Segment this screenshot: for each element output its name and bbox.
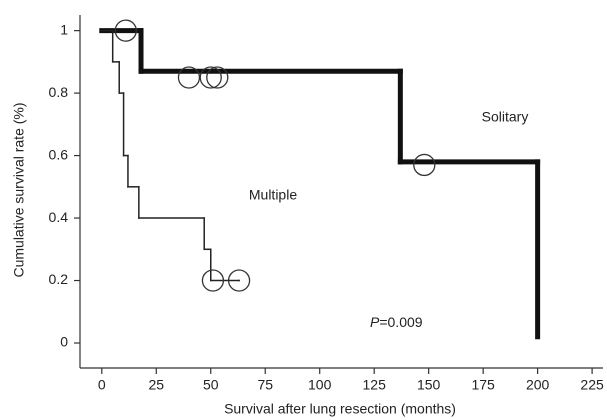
series-label: Multiple	[249, 187, 297, 203]
y-tick-label: 0.8	[49, 84, 69, 100]
censor-mark	[201, 269, 225, 292]
x-tick-label: 25	[148, 377, 164, 393]
y-tick-label: 1	[60, 21, 68, 37]
x-tick-label: 175	[471, 377, 495, 393]
x-tick-label: 200	[526, 377, 550, 393]
censor-mark	[199, 66, 222, 89]
censor-mark	[227, 269, 251, 292]
y-tick-label: 0.6	[49, 146, 69, 162]
x-tick-label: 225	[580, 377, 604, 393]
x-tick-label: 50	[203, 377, 219, 393]
censor-mark	[413, 153, 436, 177]
y-tick-label: 0.2	[49, 271, 69, 287]
p-symbol: P	[370, 314, 380, 330]
censor-mark	[177, 66, 201, 89]
censor-mark	[114, 19, 137, 42]
x-tick-label: 100	[308, 377, 332, 393]
x-tick-label: 150	[417, 377, 441, 393]
censor-mark	[206, 66, 229, 89]
y-axis-label: Cumulative survival rate (%)	[11, 102, 27, 277]
x-tick-label: 75	[257, 377, 273, 393]
x-tick-label: 0	[98, 377, 106, 393]
p-text: =0.009	[379, 314, 422, 330]
x-tick-label: 125	[363, 377, 387, 393]
p-value: P=0.009	[370, 314, 423, 330]
series-label: Solitary	[482, 109, 529, 125]
x-axis-label: Survival after lung resection (months)	[224, 401, 456, 417]
y-tick-label: 0.4	[49, 209, 69, 225]
y-tick-label: 0	[60, 334, 68, 350]
